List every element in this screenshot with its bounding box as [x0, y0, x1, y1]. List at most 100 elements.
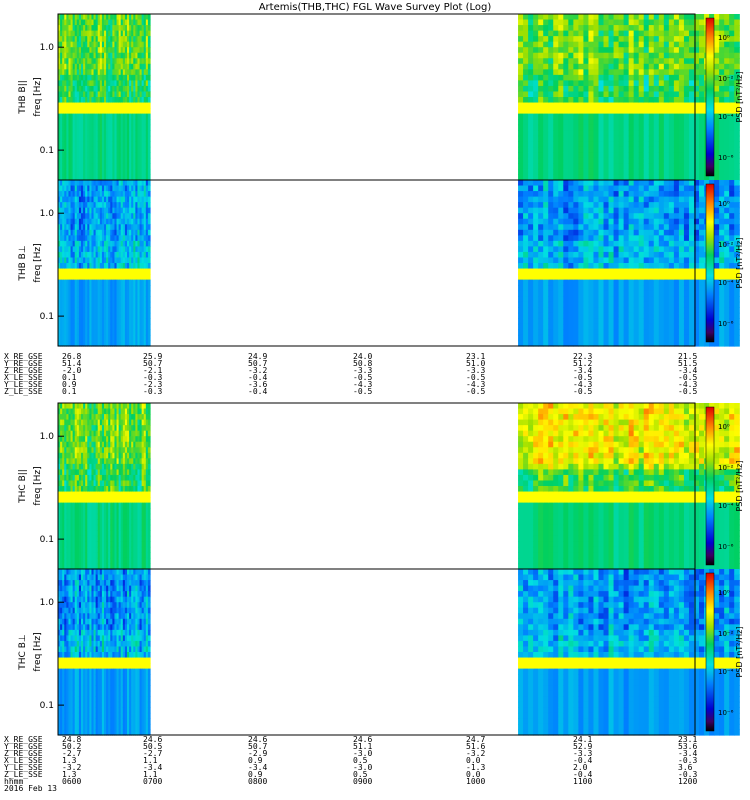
heat-cell — [110, 329, 113, 336]
heat-cell — [72, 202, 76, 209]
heat-cell — [603, 246, 610, 253]
heat-cell — [118, 218, 122, 225]
heat-cell — [538, 246, 544, 253]
heat-cell — [135, 312, 139, 319]
heat-cell — [116, 124, 120, 131]
heat-cell — [85, 235, 88, 242]
heat-cell — [124, 290, 128, 297]
heat-cell — [673, 74, 680, 81]
heat-cell — [104, 124, 107, 131]
heat-cell — [588, 58, 595, 65]
heat-cell — [101, 251, 105, 259]
heat-cell — [578, 196, 585, 203]
heat-cell — [116, 102, 120, 109]
heat-cell — [137, 290, 141, 297]
heat-cell — [70, 14, 74, 21]
heat-cell — [573, 119, 579, 126]
heat-cell — [583, 135, 590, 142]
heat-cell — [58, 285, 61, 292]
heat-cell — [623, 152, 630, 159]
heat-cell — [563, 91, 569, 98]
heat-cell — [89, 30, 93, 37]
heat-cell — [623, 285, 630, 292]
heat-cell — [58, 274, 61, 281]
heat-cell — [129, 307, 132, 314]
heat-cell — [87, 191, 90, 198]
heat-cell — [104, 196, 107, 203]
heat-cell — [62, 296, 65, 303]
heat-cell — [106, 157, 109, 164]
heat-cell — [663, 323, 670, 330]
heat-cell — [83, 130, 86, 137]
heat-cell — [76, 290, 80, 297]
heat-cell — [91, 279, 95, 286]
heat-cell — [628, 152, 635, 159]
heat-cell — [578, 119, 585, 126]
heat-cell — [141, 152, 145, 159]
heat-cell — [122, 218, 126, 225]
heat-cell — [135, 146, 139, 153]
heat-cell — [108, 229, 111, 236]
heat-cell — [114, 307, 118, 314]
heat-cell — [68, 119, 72, 126]
heat-cell — [58, 58, 61, 65]
heat-cell — [673, 323, 680, 330]
heat-cell — [97, 130, 101, 137]
heat-cell — [663, 191, 670, 198]
heat-cell — [85, 329, 88, 336]
heat-cell — [147, 274, 151, 281]
heat-cell — [147, 180, 151, 187]
heat-cell — [137, 168, 141, 176]
heat-cell — [141, 257, 145, 264]
heat-cell — [145, 218, 149, 225]
heat-cell — [145, 80, 149, 87]
heat-cell — [99, 268, 103, 275]
heat-cell — [97, 47, 101, 54]
heat-cell — [72, 235, 76, 242]
heat-cell — [608, 47, 615, 54]
heat-cell — [548, 279, 554, 286]
heat-cell — [548, 229, 554, 236]
heat-cell — [704, 14, 710, 21]
heat-cell — [568, 102, 574, 109]
heat-cell — [131, 36, 134, 43]
heat-cell — [95, 168, 99, 176]
heat-cell — [93, 91, 97, 98]
heat-cell — [588, 274, 595, 281]
heat-cell — [145, 157, 149, 164]
heat-cell — [137, 130, 141, 137]
heat-cell — [129, 152, 132, 159]
heat-cell — [91, 318, 95, 325]
heat-cell — [523, 163, 529, 170]
heat-cell — [673, 246, 680, 253]
heat-cell — [608, 180, 615, 187]
heat-cell — [538, 301, 544, 308]
heat-cell — [99, 80, 103, 87]
heat-cell — [78, 85, 82, 93]
heat-cell — [58, 301, 61, 308]
heat-cell — [95, 91, 99, 98]
heat-cell — [124, 213, 128, 220]
heat-cell — [608, 141, 615, 148]
heat-cell — [133, 47, 136, 54]
heat-cell — [558, 119, 564, 126]
heat-cell — [101, 340, 105, 347]
heat-cell — [628, 285, 635, 292]
heat-cell — [528, 36, 534, 43]
heat-cell — [568, 307, 574, 314]
heat-cell — [573, 263, 579, 270]
heat-cell — [93, 180, 97, 187]
heat-cell — [553, 268, 559, 275]
heat-cell — [653, 235, 660, 242]
heat-cell — [648, 251, 655, 259]
heat-cell — [72, 14, 76, 21]
heat-cell — [137, 25, 141, 32]
heat-cell — [93, 102, 97, 109]
heat-cell — [60, 25, 63, 32]
heat-cell — [643, 229, 650, 236]
heat-cell — [139, 19, 143, 26]
heat-cell — [528, 279, 534, 286]
heat-cell — [598, 52, 605, 59]
heat-cell — [129, 25, 132, 32]
heat-cell — [147, 323, 151, 330]
